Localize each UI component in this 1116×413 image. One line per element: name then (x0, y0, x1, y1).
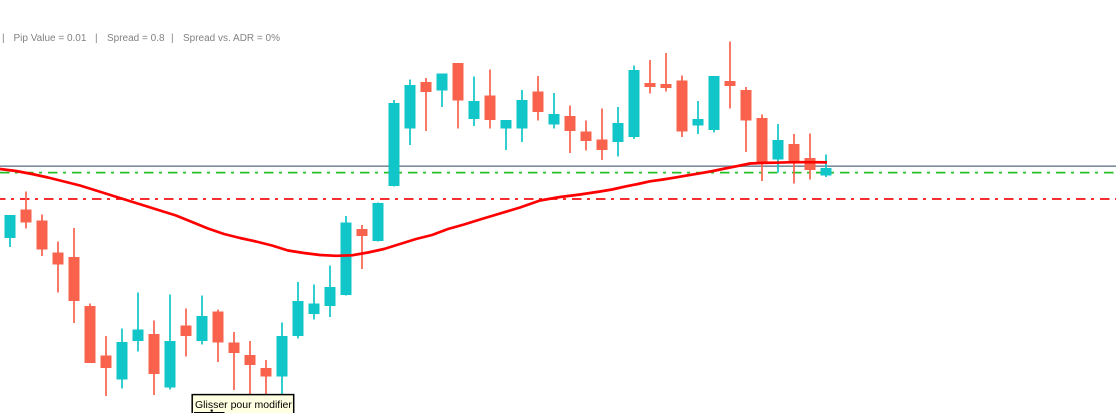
svg-text:Glisser pour modifier: Glisser pour modifier (195, 399, 292, 411)
svg-text:|: | (2, 33, 5, 44)
svg-text:|: | (95, 33, 98, 44)
svg-text:Spread = 0.8: Spread = 0.8 (107, 33, 165, 44)
svg-text:Pip Value = 0.01: Pip Value = 0.01 (14, 33, 87, 44)
svg-text:Spread vs. ADR = 0%: Spread vs. ADR = 0% (183, 33, 280, 44)
svg-text:|: | (171, 33, 174, 44)
